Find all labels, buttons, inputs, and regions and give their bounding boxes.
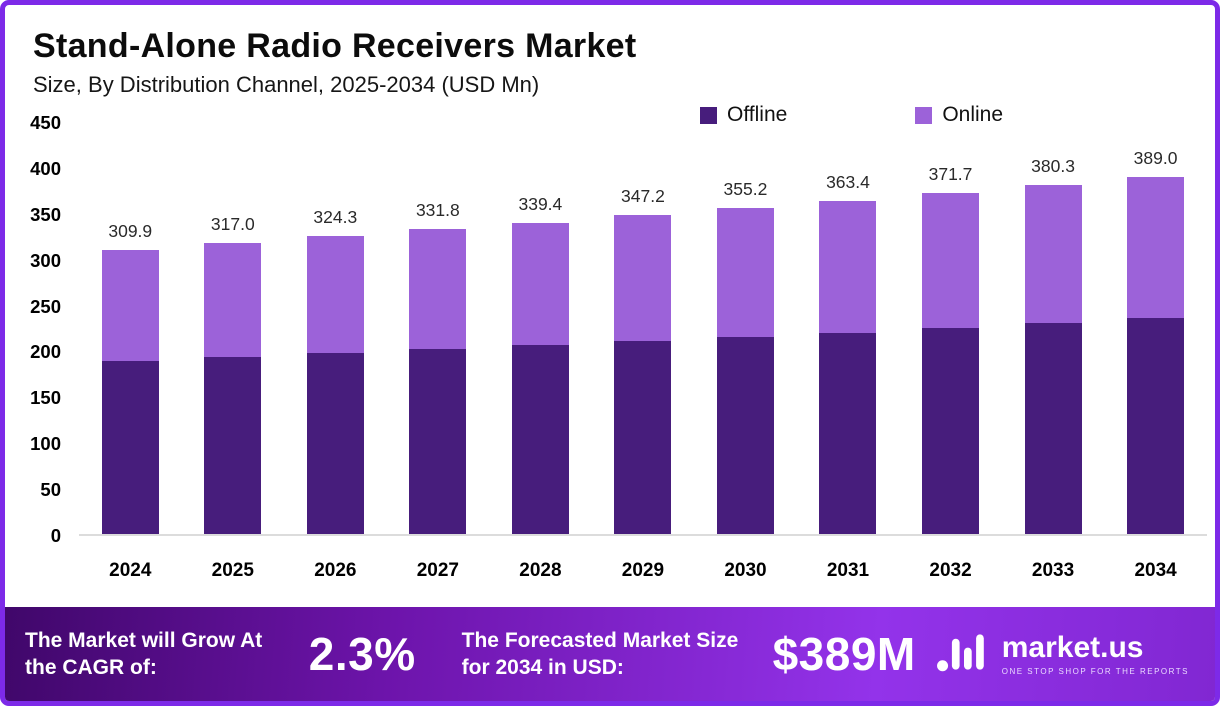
chart-area: Stand-Alone Radio Receivers Market Size,… (5, 5, 1215, 607)
y-tick-label: 200 (30, 341, 61, 363)
footer-banner: The Market will Grow At the CAGR of: 2.3… (5, 607, 1215, 701)
y-tick-label: 100 (30, 433, 61, 455)
y-tick-label: 450 (30, 112, 61, 133)
bar-column: 309.9 2024 (79, 123, 181, 581)
brand-text: market.us ONE STOP SHOP FOR THE REPORTS (1001, 630, 1189, 676)
bar-stack (204, 243, 262, 534)
bar-column: 363.4 2031 (797, 123, 899, 581)
bar-column: 380.3 2033 (1002, 123, 1104, 581)
legend: Offline Online (700, 103, 1003, 127)
forecast-value: $389M (772, 628, 916, 680)
bar-segment-online (1127, 177, 1185, 319)
bar-segment-offline (511, 344, 569, 534)
bars-area: 309.9 2024 317.0 2025 324.3 2026 331.8 2027 339.… (79, 123, 1207, 581)
bar-stack (511, 222, 569, 534)
legend-swatch-online (915, 106, 933, 124)
bar-column: 347.2 2029 (592, 123, 694, 581)
bar-segment-offline (716, 336, 774, 534)
bar-segment-online (204, 243, 262, 357)
x-axis-label: 2031 (826, 560, 870, 581)
bar-total-label: 380.3 (1031, 155, 1075, 176)
brand-block: market.us ONE STOP SHOP FOR THE REPORTS (936, 630, 1195, 679)
x-axis-label: 2028 (519, 560, 562, 581)
y-axis: 0 50 100 150 200 250 300 350 400 450 (11, 112, 75, 546)
bar-segment-online (819, 200, 877, 334)
bar-segment-offline (1127, 318, 1185, 534)
y-tick-label: 50 (40, 479, 61, 501)
bar-stack (101, 249, 159, 534)
bar-column: 389.0 2034 (1105, 123, 1207, 581)
bar-column: 339.4 2028 (489, 123, 591, 581)
bar-column: 331.8 2027 (387, 123, 489, 581)
bar-segment-offline (101, 361, 159, 534)
bar-segment-offline (1024, 322, 1082, 534)
bar-total-label: 389.0 (1133, 148, 1178, 168)
x-axis-label: 2030 (724, 560, 767, 581)
x-axis-label: 2033 (1031, 560, 1075, 581)
legend-item-online: Online (915, 103, 1003, 127)
y-tick-label: 300 (30, 249, 61, 271)
bar-segment-online (614, 215, 672, 342)
x-axis-label: 2025 (211, 560, 254, 581)
brand-tagline: ONE STOP SHOP FOR THE REPORTS (1001, 666, 1189, 676)
bar-column: 317.0 2025 (182, 123, 284, 581)
x-axis-label: 2026 (314, 560, 357, 581)
x-axis-label: 2032 (929, 560, 972, 581)
bar-segment-online (922, 192, 980, 328)
legend-swatch-offline (700, 106, 717, 124)
x-axis-label: 2024 (109, 560, 152, 581)
bar-stack (716, 208, 774, 534)
bar-stack (922, 192, 980, 534)
bar-column: 371.7 2032 (900, 123, 1002, 581)
x-axis-label: 2029 (621, 560, 665, 581)
cagr-label: The Market will Grow At the CAGR of: (25, 628, 263, 679)
legend-item-offline: Offline (700, 103, 787, 127)
bar-stack (1127, 177, 1185, 534)
bar-stack (819, 200, 877, 534)
bar-segment-offline (819, 333, 877, 534)
y-tick-label: 0 (50, 525, 61, 546)
bar-total-label: 371.7 (928, 163, 973, 184)
bar-segment-offline (204, 356, 262, 534)
bar-segment-online (511, 222, 569, 345)
bar-stack (306, 236, 364, 534)
page-title: Stand-Alone Radio Receivers Market (33, 27, 637, 65)
bar-segment-online (101, 249, 159, 362)
y-tick-label: 350 (30, 203, 61, 225)
bar-column: 355.2 2030 (694, 123, 796, 581)
bar-stack (409, 229, 467, 534)
bar-total-label: 317.0 (210, 214, 255, 235)
bar-total-label: 331.8 (415, 200, 460, 221)
legend-label: Online (942, 103, 1004, 126)
bar-column: 324.3 2026 (284, 123, 386, 581)
bar-segment-online (306, 236, 364, 354)
y-tick-label: 400 (30, 157, 61, 179)
bar-total-label: 309.9 (108, 220, 153, 241)
bar-segment-offline (409, 348, 467, 534)
y-tick-label: 150 (30, 387, 61, 409)
bar-segment-online (716, 208, 774, 337)
bar-total-label: 355.2 (723, 179, 768, 200)
cagr-value: 2.3% (308, 628, 416, 680)
bar-segment-offline (922, 327, 980, 534)
bar-segment-online (409, 229, 467, 349)
bar-stack (614, 215, 672, 534)
bar-stack (1024, 184, 1082, 534)
bar-total-label: 363.4 (826, 171, 870, 192)
forecast-label: The Forecasted Market Size for 2034 in U… (461, 628, 739, 679)
bar-segment-offline (306, 353, 364, 534)
bar-total-label: 347.2 (621, 186, 665, 207)
legend-label: Offline (727, 103, 788, 126)
bar-segment-online (1024, 184, 1082, 323)
bar-segment-offline (614, 341, 672, 534)
brand-name: market.us (1001, 630, 1144, 664)
chart-subtitle: Size, By Distribution Channel, 2025-2034… (33, 72, 540, 97)
bar-total-label: 339.4 (518, 193, 563, 214)
y-tick-label: 250 (30, 295, 61, 317)
x-axis-label: 2027 (416, 560, 459, 581)
market-us-logo-icon (936, 630, 992, 679)
bar-total-label: 324.3 (313, 207, 358, 228)
x-axis-label: 2034 (1134, 560, 1177, 581)
